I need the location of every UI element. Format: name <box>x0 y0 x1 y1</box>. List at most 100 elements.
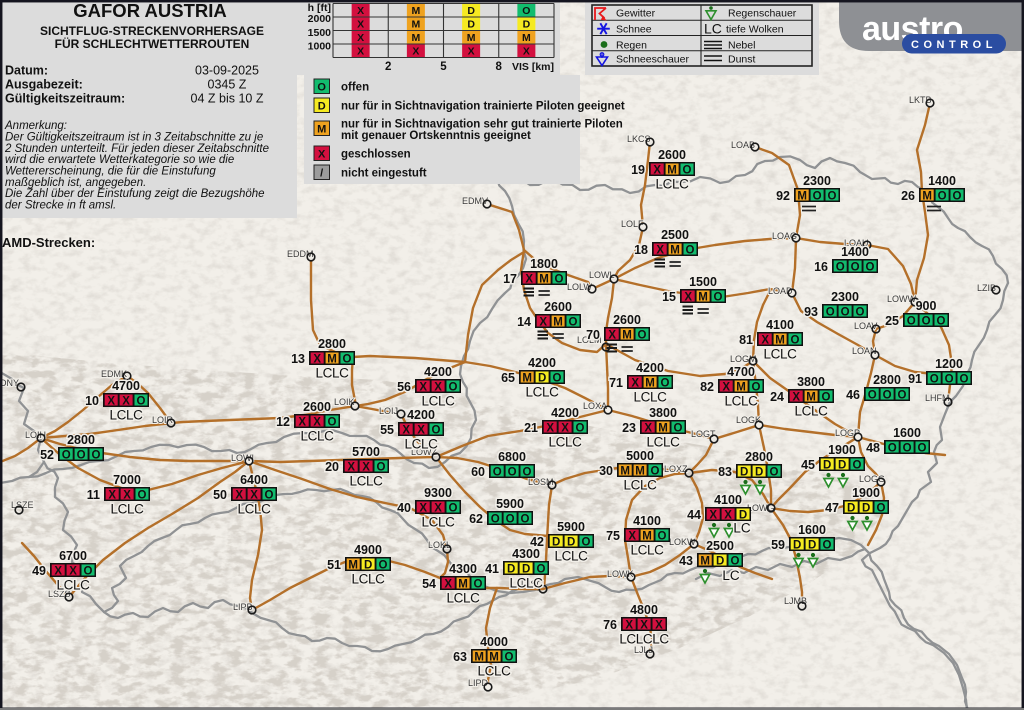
svg-text:O: O <box>523 466 532 478</box>
svg-text:LCLC: LCLC <box>725 394 759 409</box>
svg-text:82: 82 <box>700 380 714 394</box>
svg-text:2600: 2600 <box>303 400 331 414</box>
svg-text:M: M <box>670 244 680 256</box>
svg-text:D: D <box>862 502 870 514</box>
svg-text:LCLC: LCLC <box>526 385 560 400</box>
svg-text:7000: 7000 <box>113 473 141 487</box>
svg-text:D: D <box>567 536 575 548</box>
svg-text:6800: 6800 <box>498 450 526 464</box>
svg-text:LOKL: LOKL <box>428 540 451 550</box>
svg-text:X: X <box>655 619 663 631</box>
svg-text:M: M <box>489 651 499 663</box>
svg-text:M: M <box>698 291 708 303</box>
svg-text:O: O <box>866 261 875 273</box>
svg-text:4000: 4000 <box>480 635 508 649</box>
svg-text:X: X <box>792 391 800 403</box>
svg-text:D: D <box>755 466 763 478</box>
svg-text:h [ft]: h [ft] <box>308 2 331 14</box>
svg-text:nicht eingestuft: nicht eingestuft <box>341 168 427 180</box>
svg-text:EDMK: EDMK <box>101 369 127 379</box>
svg-text:O: O <box>960 373 969 385</box>
svg-text:2800: 2800 <box>318 337 346 351</box>
svg-text:1000: 1000 <box>308 41 332 53</box>
svg-text:LCLC: LCLC <box>549 435 583 450</box>
svg-text:D: D <box>523 19 531 31</box>
svg-text:03-09-2025: 03-09-2025 <box>195 64 259 78</box>
svg-text:SICHTFLUG-STRECKENVORHERSAGE: SICHTFLUG-STRECKENVORHERSAGE <box>40 24 264 38</box>
svg-text:92: 92 <box>776 189 790 203</box>
svg-text:LOIK: LOIK <box>334 397 355 407</box>
svg-text:LCLC: LCLC <box>478 664 512 679</box>
svg-text:LCLC: LCLC <box>110 408 144 423</box>
svg-text:LC: LC <box>704 21 722 37</box>
svg-text:M: M <box>412 5 421 17</box>
svg-text:4700: 4700 <box>727 365 755 379</box>
svg-text:40: 40 <box>397 501 411 515</box>
svg-text:4100: 4100 <box>633 514 661 528</box>
svg-text:LOAB: LOAB <box>731 140 755 150</box>
svg-text:LCLC: LCLC <box>795 404 829 419</box>
svg-text:2800: 2800 <box>873 373 901 387</box>
svg-text:14: 14 <box>517 315 531 329</box>
svg-text:LOGG: LOGG <box>859 474 885 484</box>
svg-text:X: X <box>357 5 364 17</box>
svg-text:offen: offen <box>341 82 369 94</box>
svg-text:O: O <box>953 190 962 202</box>
svg-text:O: O <box>922 315 931 327</box>
svg-text:49: 49 <box>32 564 46 578</box>
svg-text:X: X <box>417 424 425 436</box>
svg-text:O: O <box>449 502 458 514</box>
svg-text:O: O <box>868 389 877 401</box>
svg-text:X: X <box>347 461 355 473</box>
svg-text:nur für in Sichtnavigation tra: nur für in Sichtnavigation trainierte Pi… <box>341 101 625 113</box>
svg-text:X: X <box>656 244 664 256</box>
svg-text:16: 16 <box>814 260 828 274</box>
svg-text:M: M <box>553 316 563 328</box>
svg-text:LC: LC <box>733 521 751 536</box>
svg-text:X: X <box>122 395 130 407</box>
svg-text:5900: 5900 <box>496 497 524 511</box>
svg-text:O: O <box>714 291 723 303</box>
svg-text:4200: 4200 <box>528 356 556 370</box>
svg-text:D: D <box>552 536 560 548</box>
svg-text:1200: 1200 <box>935 357 963 371</box>
svg-text:Die Zahl über der Einstufung z: Die Zahl über der Einstufung zeigt die B… <box>5 188 265 200</box>
svg-text:X: X <box>69 565 77 577</box>
svg-text:Wettererscheinung, die für die: Wettererscheinung, die für die Einstufun… <box>5 166 216 178</box>
svg-text:4800: 4800 <box>630 603 658 617</box>
svg-text:X: X <box>434 502 442 514</box>
svg-text:43: 43 <box>679 554 693 568</box>
svg-text:O: O <box>658 530 667 542</box>
svg-text:O: O <box>582 536 591 548</box>
svg-text:LOIR: LOIR <box>152 415 174 425</box>
svg-text:O: O <box>84 565 93 577</box>
svg-text:LOAG: LOAG <box>772 231 797 241</box>
svg-text:24: 24 <box>770 390 784 404</box>
svg-text:D: D <box>808 539 816 551</box>
svg-text:Schneeschauer: Schneeschauer <box>616 54 689 66</box>
svg-text:91: 91 <box>908 372 922 386</box>
svg-text:M: M <box>922 190 932 202</box>
svg-text:4200: 4200 <box>551 406 579 420</box>
svg-text:M: M <box>412 32 421 44</box>
svg-text:O: O <box>836 261 845 273</box>
svg-text:O: O <box>265 489 274 501</box>
svg-text:O: O <box>62 449 71 461</box>
svg-text:Der Gültigkeitszeitraum ist in: Der Gültigkeitszeitraum ist in 3 Zeitabs… <box>5 132 263 144</box>
svg-text:D: D <box>467 5 475 17</box>
svg-text:LCLC: LCLC <box>555 549 589 564</box>
svg-text:Regenschauer: Regenschauer <box>728 8 797 20</box>
svg-text:D: D <box>740 466 748 478</box>
svg-text:LJLJ: LJLJ <box>634 645 653 655</box>
svg-text:Datum:: Datum: <box>5 64 48 78</box>
svg-text:LCLC: LCLC <box>764 347 798 362</box>
svg-text:X: X <box>419 502 427 514</box>
svg-text:O: O <box>379 559 388 571</box>
svg-text:M: M <box>658 422 668 434</box>
svg-text:EDMV: EDMV <box>462 196 488 206</box>
svg-text:1400: 1400 <box>928 174 956 188</box>
svg-text:56: 56 <box>397 380 411 394</box>
svg-text:O: O <box>138 489 147 501</box>
svg-text:D: D <box>538 372 546 384</box>
svg-text:O: O <box>918 442 927 454</box>
